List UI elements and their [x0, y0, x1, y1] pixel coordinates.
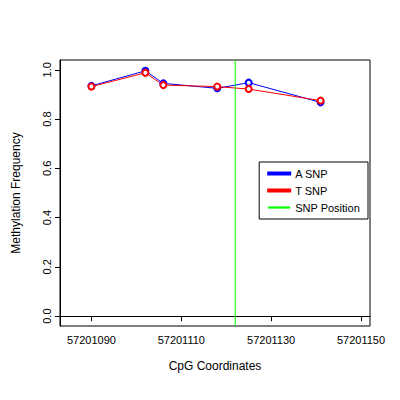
- svg-text:0.0: 0.0: [41, 308, 53, 323]
- svg-text:A SNP: A SNP: [295, 168, 327, 180]
- svg-text:57201110: 57201110: [158, 334, 205, 346]
- svg-text:0.4: 0.4: [41, 210, 53, 225]
- svg-text:Methylation Frequency: Methylation Frequency: [9, 132, 23, 253]
- svg-text:57201090: 57201090: [67, 334, 116, 346]
- svg-text:T SNP: T SNP: [295, 185, 327, 197]
- svg-text:57201150: 57201150: [337, 334, 385, 346]
- svg-text:0.6: 0.6: [41, 161, 53, 176]
- svg-text:1.0: 1.0: [41, 62, 53, 77]
- svg-text:0.8: 0.8: [41, 111, 53, 126]
- svg-text:SNP Position: SNP Position: [295, 202, 360, 214]
- svg-text:0.2: 0.2: [41, 259, 53, 274]
- svg-text:CpG Coordinates: CpG Coordinates: [169, 359, 262, 373]
- svg-text:57201130: 57201130: [247, 334, 295, 346]
